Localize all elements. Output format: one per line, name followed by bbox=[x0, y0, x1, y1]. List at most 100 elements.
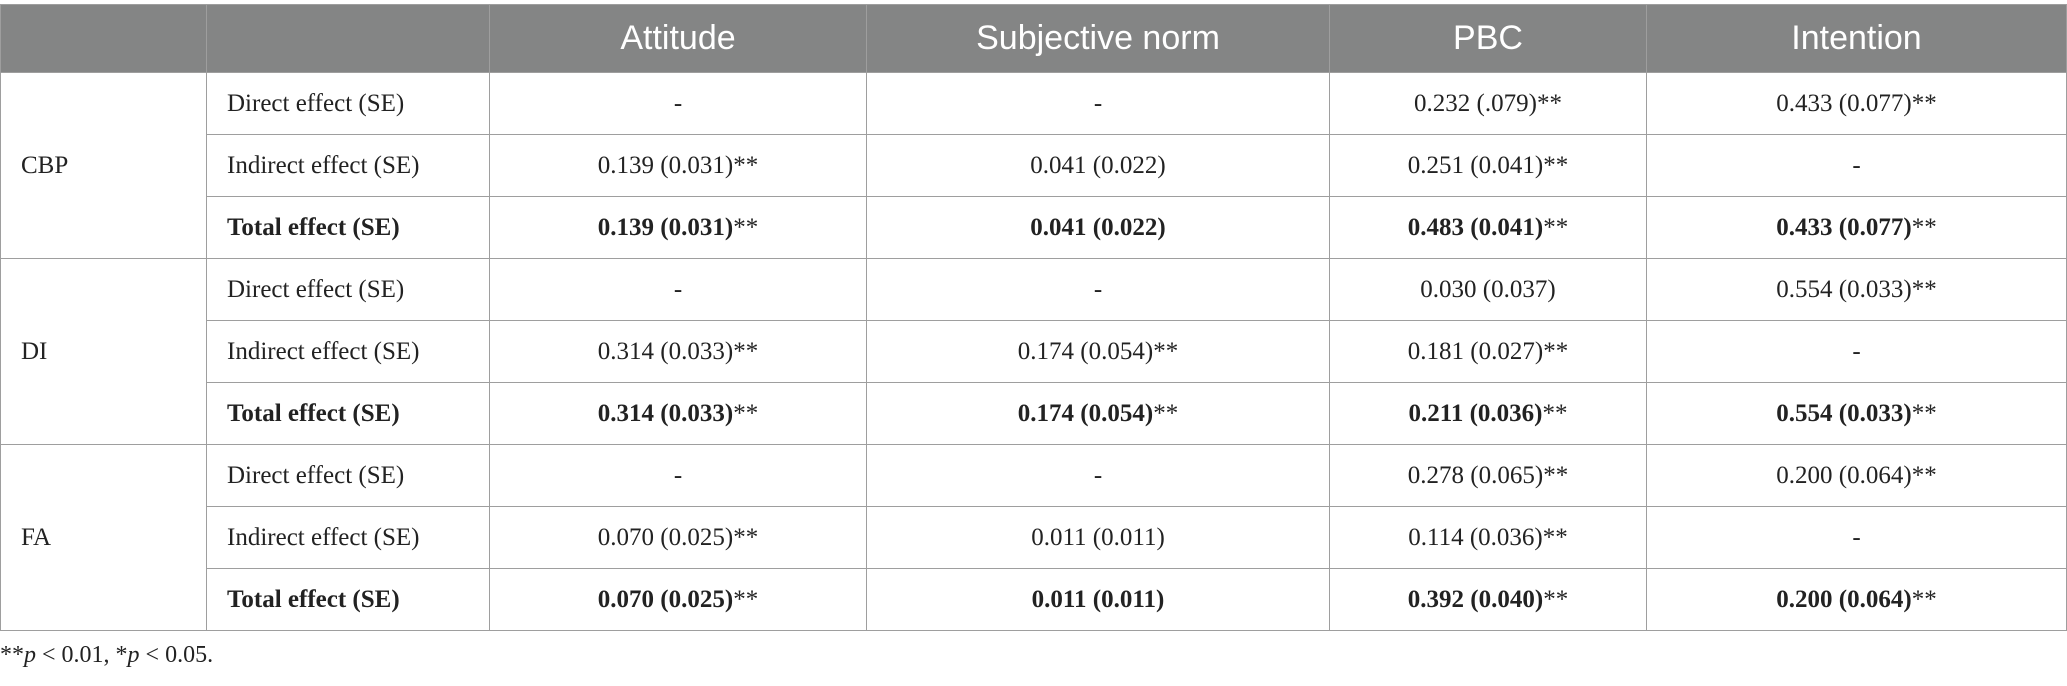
significance-marker: ** bbox=[733, 399, 759, 427]
significance-marker: ** bbox=[1153, 337, 1179, 365]
cell-attitude: - bbox=[489, 444, 867, 507]
cell-value: 0.181 (0.027) bbox=[1407, 337, 1544, 365]
cell-value: 0.314 (0.033) bbox=[597, 337, 734, 365]
significance-marker: ** bbox=[1153, 399, 1179, 427]
cell-attitude: 0.070 (0.025)** bbox=[489, 506, 867, 569]
cell-pbc: 0.232 (.079)** bbox=[1329, 72, 1647, 135]
significance-marker: ** bbox=[1911, 399, 1937, 427]
cell-attitude: - bbox=[489, 72, 867, 135]
header-cell-intention: Intention bbox=[1646, 4, 2067, 73]
cell-value: - bbox=[1852, 151, 1861, 179]
cell-value: 0.139 (0.031) bbox=[597, 151, 734, 179]
cell-subjective-norm: - bbox=[866, 72, 1330, 135]
cell-value: 0.392 (0.040) bbox=[1407, 585, 1544, 613]
cell-value: 0.211 (0.036) bbox=[1408, 399, 1543, 427]
cell-intention: - bbox=[1646, 506, 2067, 569]
cell-attitude: 0.139 (0.031)** bbox=[489, 196, 867, 259]
significance-marker: ** bbox=[733, 523, 759, 551]
cell-subjective-norm: - bbox=[866, 258, 1330, 321]
cell-value: 0.278 (0.065) bbox=[1407, 461, 1544, 489]
cell-value: 0.070 (0.025) bbox=[597, 523, 734, 551]
row-label: Indirect effect (SE) bbox=[206, 506, 490, 569]
significance-marker: ** bbox=[1543, 337, 1569, 365]
cell-value: 0.041 (0.022) bbox=[1030, 213, 1166, 241]
cell-value: - bbox=[1852, 523, 1861, 551]
cell-value: 0.011 (0.011) bbox=[1031, 585, 1165, 613]
table-row: Total effect (SE) 0.139 (0.031)** 0.041 (0… bbox=[1, 196, 2067, 259]
row-label: Total effect (SE) bbox=[206, 382, 490, 445]
effects-table: Attitude Subjective norm PBC Intention C… bbox=[0, 4, 2067, 631]
footnote-text-2: < 0.05. bbox=[139, 642, 214, 668]
footnote-text-1: < 0.01, bbox=[36, 642, 116, 668]
cell-intention: 0.200 (0.064)** bbox=[1646, 568, 2067, 631]
header-cell-effect bbox=[206, 4, 490, 73]
header-cell-attitude: Attitude bbox=[489, 4, 867, 73]
significance-marker: ** bbox=[733, 213, 759, 241]
cell-pbc: 0.211 (0.036)** bbox=[1329, 382, 1647, 445]
significance-marker: ** bbox=[1543, 585, 1569, 613]
cell-attitude: 0.314 (0.033)** bbox=[489, 320, 867, 383]
table-row: Total effect (SE) 0.070 (0.025)** 0.011 (0… bbox=[1, 568, 2067, 631]
cell-pbc: 0.030 (0.037) bbox=[1329, 258, 1647, 321]
significance-footnote: **p < 0.01, *p < 0.05. bbox=[0, 642, 213, 669]
cell-pbc: 0.181 (0.027)** bbox=[1329, 320, 1647, 383]
row-label: Indirect effect (SE) bbox=[206, 134, 490, 197]
cell-subjective-norm: 0.011 (0.011) bbox=[866, 568, 1330, 631]
cell-subjective-norm: 0.011 (0.011) bbox=[866, 506, 1330, 569]
table-row: Indirect effect (SE) 0.314 (0.033)** 0.174… bbox=[1, 320, 2067, 383]
cell-value: 0.011 (0.011) bbox=[1031, 523, 1165, 551]
cell-value: - bbox=[1093, 461, 1103, 489]
row-label: Total effect (SE) bbox=[206, 568, 490, 631]
cell-subjective-norm: 0.041 (0.022) bbox=[866, 134, 1330, 197]
row-label: Indirect effect (SE) bbox=[206, 320, 490, 383]
cell-intention: 0.433 (0.077)** bbox=[1646, 196, 2067, 259]
footnote-stars-2: ** bbox=[0, 642, 24, 668]
significance-marker: ** bbox=[1543, 461, 1569, 489]
significance-marker: ** bbox=[1536, 89, 1562, 117]
row-label: Direct effect (SE) bbox=[206, 72, 490, 135]
cell-value: - bbox=[1093, 275, 1103, 303]
header-row: Attitude Subjective norm PBC Intention bbox=[0, 4, 2067, 73]
cell-value: - bbox=[673, 461, 683, 489]
cell-value: 0.174 (0.054) bbox=[1017, 337, 1154, 365]
cell-value: 0.232 (.079) bbox=[1414, 89, 1537, 117]
group-label: DI bbox=[0, 258, 207, 445]
cell-intention: 0.200 (0.064)** bbox=[1646, 444, 2067, 507]
significance-marker: ** bbox=[1911, 585, 1937, 613]
cell-attitude: 0.314 (0.033)** bbox=[489, 382, 867, 445]
cell-value: 0.030 (0.037) bbox=[1420, 275, 1556, 303]
significance-marker: ** bbox=[1911, 213, 1937, 241]
footnote-p-2: p bbox=[127, 642, 140, 668]
cell-value: 0.251 (0.041) bbox=[1407, 151, 1544, 179]
significance-marker: ** bbox=[1543, 151, 1569, 179]
cell-subjective-norm: 0.174 (0.054)** bbox=[866, 320, 1330, 383]
cell-value: - bbox=[1093, 89, 1103, 117]
cell-pbc: 0.251 (0.041)** bbox=[1329, 134, 1647, 197]
cell-value: 0.433 (0.077) bbox=[1776, 213, 1912, 241]
cell-value: - bbox=[1852, 337, 1861, 365]
table-row: DI Direct effect (SE) - - 0.030 (0.037) 0.554… bbox=[0, 258, 2067, 445]
cell-value: 0.174 (0.054) bbox=[1017, 399, 1154, 427]
significance-marker: ** bbox=[1542, 523, 1568, 551]
group-label: CBP bbox=[0, 72, 207, 259]
cell-intention: 0.554 (0.033)** bbox=[1646, 382, 2067, 445]
cell-intention: - bbox=[1646, 134, 2067, 197]
significance-marker: ** bbox=[733, 585, 759, 613]
cell-value: 0.041 (0.022) bbox=[1030, 151, 1166, 179]
cell-pbc: 0.278 (0.065)** bbox=[1329, 444, 1647, 507]
group-label: FA bbox=[0, 444, 207, 631]
cell-value: 0.483 (0.041) bbox=[1407, 213, 1544, 241]
cell-value: 0.314 (0.033) bbox=[597, 399, 734, 427]
cell-subjective-norm: 0.041 (0.022) bbox=[866, 196, 1330, 259]
header-cell-group bbox=[0, 4, 207, 73]
significance-marker: ** bbox=[1542, 399, 1568, 427]
header-cell-subjective-norm: Subjective norm bbox=[866, 4, 1330, 73]
header-cell-pbc: PBC bbox=[1329, 4, 1647, 73]
cell-value: 0.200 (0.064) bbox=[1776, 461, 1912, 489]
cell-value: 0.200 (0.064) bbox=[1776, 585, 1912, 613]
cell-subjective-norm: 0.174 (0.054)** bbox=[866, 382, 1330, 445]
cell-value: - bbox=[673, 89, 683, 117]
significance-marker: ** bbox=[1911, 461, 1937, 489]
significance-marker: ** bbox=[1911, 275, 1937, 303]
cell-value: 0.554 (0.033) bbox=[1776, 399, 1912, 427]
